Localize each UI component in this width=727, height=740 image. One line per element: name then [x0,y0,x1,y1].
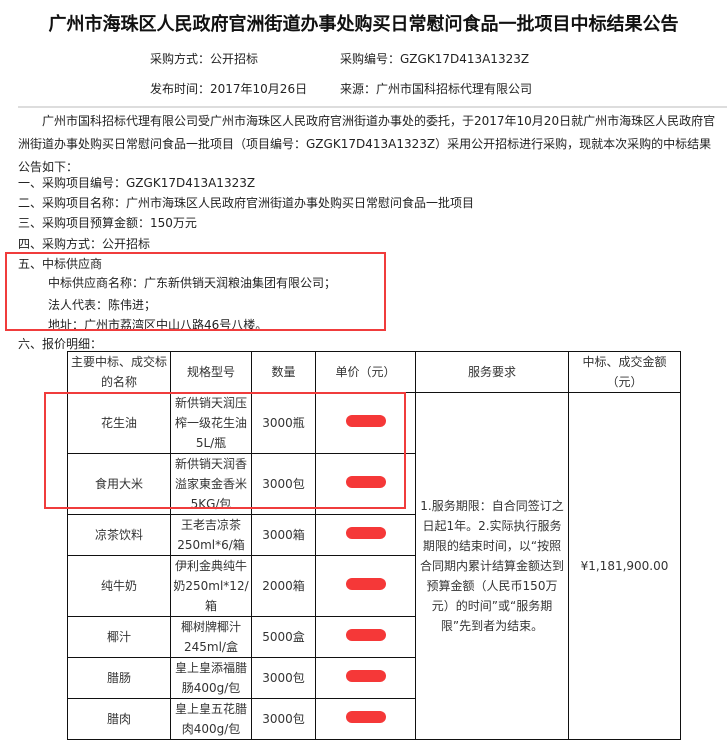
cell-spec: 伊利金典纯牛奶250ml*12/箱 [170,555,252,617]
header-amount: 中标、成交金额（元） [568,351,681,393]
cell-price [315,514,416,556]
redaction-mark [345,578,386,590]
table-row: 纯牛奶 伊利金典纯牛奶250ml*12/箱 2000箱 [67,555,681,617]
cell-name: 纯牛奶 [67,555,171,617]
cell-spec: 王老吉凉茶250ml*6/箱 [170,514,252,556]
divider [18,106,727,108]
cell-price [315,453,416,515]
item-method: 四、采购方式：公开招标 [18,237,151,251]
table-row: 花生油 新供销天润压榨一级花生油5L/瓶 3000瓶 1.服务期限：自合同签订之… [67,392,681,740]
cell-qty: 3000包 [251,453,316,515]
cell-spec: 新供销天润香溢家東金香米5KG/包 [170,453,252,515]
source: 来源：广州市国科招标代理有限公司 [340,82,533,96]
table-row: 凉茶饮料 王老吉凉茶250ml*6/箱 3000箱 [67,514,681,556]
header-price: 单价（元） [315,351,416,393]
item-supplier: 五、中标供应商 [18,257,103,271]
legal-rep: 法人代表：陈伟进； [48,298,157,312]
cell-spec: 新供销天润压榨一级花生油5L/瓶 [170,392,252,454]
cell-price [315,555,416,617]
table-row: 食用大米 新供销天润香溢家東金香米5KG/包 3000包 [67,453,681,515]
cell-qty: 3000瓶 [251,392,316,454]
cell-qty: 3000包 [251,698,316,740]
cell-name: 凉茶饮料 [67,514,171,556]
redaction-mark [345,527,386,539]
cell-name: 花生油 [67,392,171,454]
redaction-mark [345,476,386,488]
table-row: 腊肠 皇上皇添福腊肠400g/包 3000包 [67,657,681,699]
item-name: 二、采购项目名称：广州市海珠区人民政府官洲街道办事处购买日常慰问食品一批项目 [18,196,475,210]
cell-price [315,392,416,454]
supplier-address: 地址：广州市荔湾区中山八路46号八楼。 [48,318,268,332]
cell-name: 腊肉 [67,698,171,740]
cell-qty: 3000包 [251,657,316,699]
cell-name: 椰汁 [67,616,171,658]
procurement-method: 采购方式：公开招标 [150,52,259,66]
redaction-mark [345,415,386,427]
cell-amount: ¥1,181,900.00 [568,392,681,740]
redaction-mark [345,711,386,723]
cell-qty: 2000箱 [251,555,316,617]
header-name: 主要中标、成交标的名称 [67,351,171,393]
procurement-number: 采购编号：GZGK17D413A1323Z [340,52,530,66]
cell-name: 食用大米 [67,453,171,515]
redaction-mark [345,629,386,641]
cell-name: 腊肠 [67,657,171,699]
item-budget: 三、采购项目预算金额：150万元 [18,216,197,230]
item-quote-details: 六、报价明细： [18,337,103,351]
cell-price [315,616,416,658]
cell-spec: 皇上皇添福腊肠400g/包 [170,657,252,699]
table-header: 主要中标、成交标的名称 规格型号 数量 单价（元） 服务要求 中标、成交金额（元… [67,351,681,393]
header-qty: 数量 [251,351,316,393]
supplier-name: 中标供应商名称：广东新供销天润粮油集团有限公司； [48,276,337,290]
cell-qty: 3000箱 [251,514,316,556]
cell-spec: 椰树牌椰汁245ml/盒 [170,616,252,658]
header-service: 服务要求 [415,351,569,393]
redaction-mark [345,670,386,682]
cell-price [315,657,416,699]
page-title: 广州市海珠区人民政府官洲街道办事处购买日常慰问食品一批项目中标结果公告 [48,14,679,35]
cell-service: 1.服务期限：自合同签订之日起1年。2.实际执行服务期限的结束时间，以“按照合同… [415,392,569,740]
item-number: 一、采购项目编号：GZGK17D413A1323Z [18,176,256,190]
cell-qty: 5000盒 [251,616,316,658]
publish-date: 发布时间：2017年10月26日 [150,82,308,96]
quote-table: 主要中标、成交标的名称 规格型号 数量 单价（元） 服务要求 中标、成交金额（元… [67,351,681,740]
cell-spec: 皇上皇五花腊肉400g/包 [170,698,252,740]
intro-paragraph: 广州市国科招标代理有限公司受广州市海珠区人民政府官洲街道办事处的委托，于2017… [18,114,716,174]
header-spec: 规格型号 [170,351,252,393]
cell-price [315,698,416,740]
